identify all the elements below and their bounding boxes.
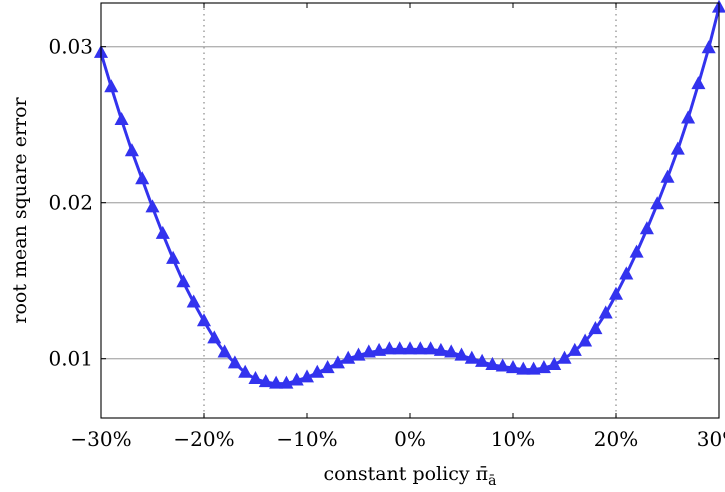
data-point-marker: [186, 294, 201, 308]
data-point-marker: [639, 221, 654, 235]
data-point-marker: [310, 364, 325, 378]
data-point-marker: [392, 341, 407, 355]
data-point-marker: [145, 199, 160, 213]
x-tick-label: −30%: [70, 427, 131, 451]
data-point-marker: [464, 350, 479, 364]
data-point-marker: [557, 350, 572, 364]
series-layer: [93, 0, 725, 389]
data-point-marker: [536, 360, 551, 374]
data-point-marker: [444, 344, 459, 358]
data-point-marker: [650, 196, 665, 210]
data-point-marker: [341, 350, 356, 364]
data-point-marker: [248, 370, 263, 384]
data-point-marker: [413, 341, 428, 355]
data-point-marker: [495, 358, 510, 372]
data-point-marker: [269, 375, 284, 389]
data-point-marker: [217, 344, 232, 358]
data-point-marker: [330, 355, 345, 369]
data-point-marker: [701, 40, 716, 54]
x-axis-label: constant policy π̄ā: [324, 463, 497, 489]
data-point-marker: [361, 344, 376, 358]
x-tick-label: −20%: [173, 427, 234, 451]
data-point-marker: [454, 347, 469, 361]
data-point-marker: [238, 364, 253, 378]
y-axis-label: root mean square error: [9, 96, 31, 323]
data-point-marker: [598, 305, 613, 319]
data-point-marker: [155, 225, 170, 239]
data-point-marker: [516, 361, 531, 375]
y-tick-label: 0.03: [48, 35, 93, 59]
data-point-marker: [196, 313, 212, 327]
tick-layer: −30% −20% −10% 0% 10% 20% 30% 0.01 0.02 0.03: [48, 3, 725, 451]
data-point-marker: [320, 360, 335, 374]
data-point-marker: [629, 244, 644, 258]
data-point-marker: [475, 353, 490, 367]
x-tick-label: 10%: [491, 427, 535, 451]
x-tick-label: 0%: [394, 427, 426, 451]
plot-frame: [100, 2, 720, 419]
data-point-marker: [114, 111, 129, 126]
data-point-marker: [423, 341, 438, 355]
data-point-marker: [608, 286, 624, 300]
grid-layer: [101, 3, 719, 418]
series-line: [99, 7, 721, 386]
data-point-marker: [372, 342, 387, 356]
data-point-marker: [279, 375, 294, 389]
data-point-marker: [660, 169, 675, 183]
data-point-marker: [485, 356, 500, 370]
data-point-marker: [176, 274, 191, 288]
data-point-marker: [619, 266, 634, 280]
x-tick-label: −10%: [276, 427, 337, 451]
data-point-marker: [135, 171, 150, 185]
x-tick-label: 30%: [697, 427, 725, 451]
data-point-marker: [351, 347, 366, 361]
data-point-marker: [299, 369, 315, 383]
data-point-marker: [166, 250, 181, 264]
data-point-marker: [382, 341, 397, 355]
data-point-marker: [691, 76, 706, 90]
data-point-marker: [402, 341, 418, 355]
data-point-marker: [289, 372, 304, 386]
data-point-marker: [207, 330, 222, 344]
data-point-marker: [567, 342, 582, 356]
y-tick-label: 0.02: [48, 191, 93, 215]
data-point-marker: [681, 110, 696, 124]
data-point-marker: [227, 355, 242, 369]
y-tick-label: 0.01: [48, 347, 93, 371]
data-point-marker: [104, 79, 119, 93]
x-tick-label: 20%: [594, 427, 638, 451]
data-point-marker: [505, 360, 521, 374]
data-point-marker: [578, 333, 593, 347]
data-point-marker: [547, 356, 562, 370]
data-point-marker: [670, 141, 685, 155]
data-point-marker: [588, 321, 603, 335]
data-point-marker: [526, 361, 541, 375]
data-point-marker: [258, 374, 273, 388]
data-point-marker: [433, 342, 448, 356]
data-point-marker: [124, 143, 139, 157]
